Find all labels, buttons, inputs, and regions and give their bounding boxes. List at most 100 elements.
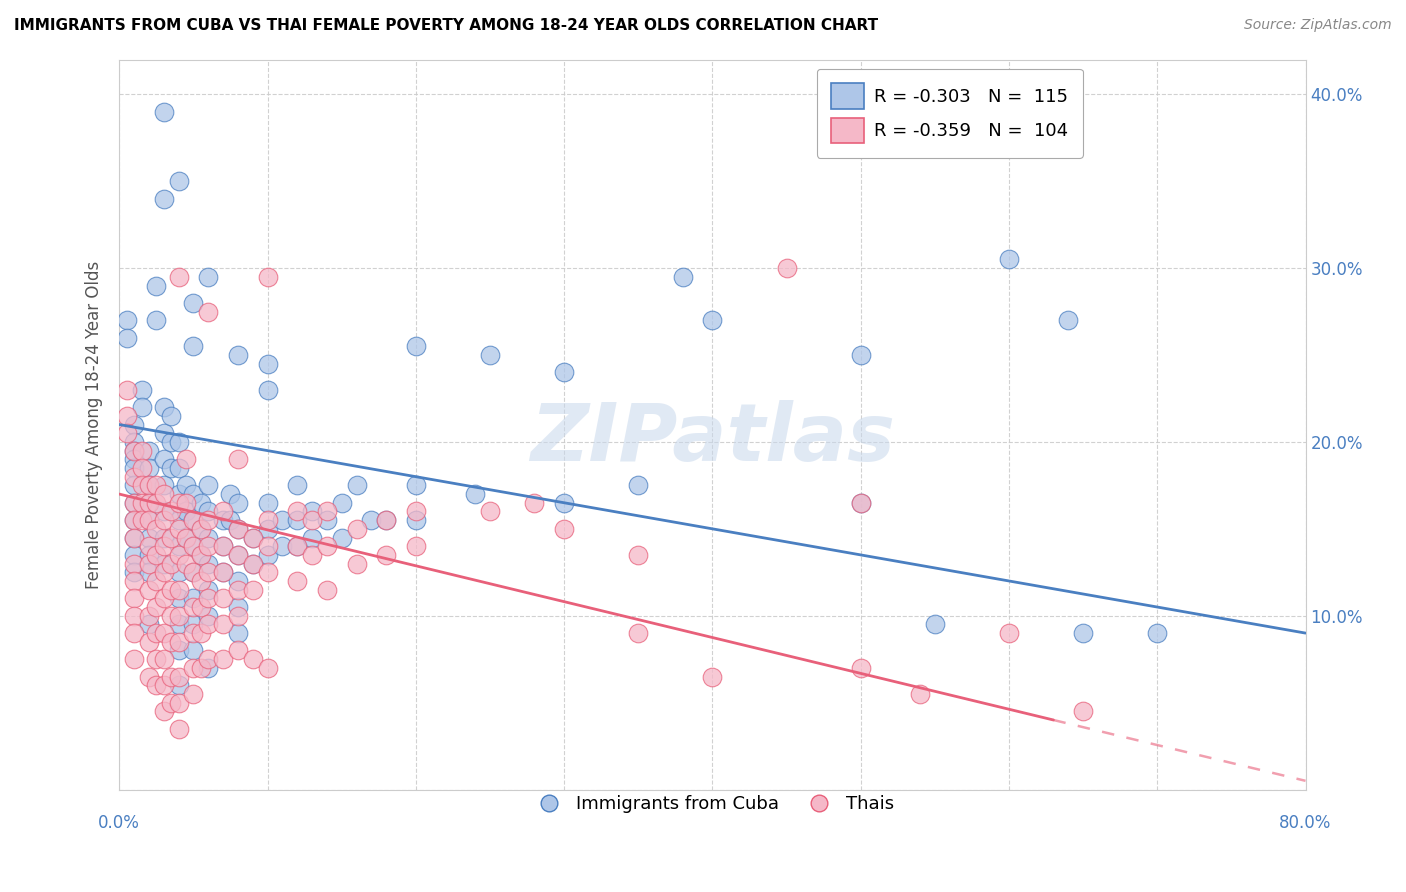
- Point: [197, 539, 219, 553]
- Point: [167, 434, 190, 449]
- Point: [849, 661, 872, 675]
- Point: [197, 557, 219, 571]
- Point: [122, 557, 145, 571]
- Point: [256, 539, 278, 553]
- Point: [553, 496, 575, 510]
- Point: [1057, 313, 1080, 327]
- Point: [226, 582, 249, 597]
- Point: [256, 357, 278, 371]
- Point: [122, 417, 145, 432]
- Point: [219, 513, 242, 527]
- Point: [122, 469, 145, 483]
- Point: [627, 548, 650, 562]
- Point: [145, 522, 167, 536]
- Point: [242, 582, 264, 597]
- Point: [145, 678, 167, 692]
- Point: [212, 504, 235, 518]
- Point: [115, 409, 138, 423]
- Point: [183, 687, 205, 701]
- Point: [702, 669, 724, 683]
- Point: [152, 652, 174, 666]
- Point: [122, 566, 145, 580]
- Point: [212, 617, 235, 632]
- Point: [183, 513, 205, 527]
- Point: [212, 539, 235, 553]
- Point: [145, 313, 167, 327]
- Point: [160, 669, 183, 683]
- Point: [360, 513, 382, 527]
- Point: [167, 461, 190, 475]
- Point: [122, 496, 145, 510]
- Point: [849, 348, 872, 362]
- Point: [183, 513, 205, 527]
- Point: [190, 496, 212, 510]
- Point: [152, 531, 174, 545]
- Point: [131, 400, 153, 414]
- Point: [122, 531, 145, 545]
- Point: [167, 548, 190, 562]
- Point: [405, 513, 427, 527]
- Point: [998, 626, 1021, 640]
- Point: [183, 661, 205, 675]
- Point: [160, 409, 183, 423]
- Point: [138, 557, 160, 571]
- Point: [152, 426, 174, 441]
- Point: [174, 531, 197, 545]
- Point: [167, 669, 190, 683]
- Point: [190, 548, 212, 562]
- Text: ZIPatlas: ZIPatlas: [530, 401, 894, 478]
- Point: [138, 461, 160, 475]
- Point: [197, 566, 219, 580]
- Point: [315, 504, 337, 518]
- Point: [152, 557, 174, 571]
- Point: [122, 513, 145, 527]
- Point: [145, 478, 167, 492]
- Point: [242, 531, 264, 545]
- Point: [226, 348, 249, 362]
- Point: [152, 504, 174, 518]
- Point: [256, 496, 278, 510]
- Point: [138, 539, 160, 553]
- Point: [226, 600, 249, 615]
- Point: [627, 626, 650, 640]
- Point: [212, 539, 235, 553]
- Point: [405, 478, 427, 492]
- Point: [138, 617, 160, 632]
- Point: [256, 566, 278, 580]
- Point: [167, 513, 190, 527]
- Point: [212, 566, 235, 580]
- Point: [138, 531, 160, 545]
- Point: [152, 192, 174, 206]
- Point: [212, 566, 235, 580]
- Point: [405, 504, 427, 518]
- Point: [167, 678, 190, 692]
- Point: [301, 531, 323, 545]
- Point: [167, 608, 190, 623]
- Point: [160, 696, 183, 710]
- Point: [152, 566, 174, 580]
- Point: [167, 722, 190, 736]
- Point: [115, 331, 138, 345]
- Point: [160, 557, 183, 571]
- Point: [849, 496, 872, 510]
- Point: [152, 104, 174, 119]
- Point: [197, 304, 219, 318]
- Point: [197, 617, 219, 632]
- Point: [174, 557, 197, 571]
- Point: [219, 487, 242, 501]
- Point: [212, 513, 235, 527]
- Point: [226, 643, 249, 657]
- Point: [167, 539, 190, 553]
- Point: [197, 652, 219, 666]
- Point: [138, 669, 160, 683]
- Point: [330, 531, 353, 545]
- Point: [167, 591, 190, 606]
- Point: [346, 478, 368, 492]
- Point: [315, 582, 337, 597]
- Point: [197, 582, 219, 597]
- Point: [167, 35, 190, 49]
- Point: [131, 461, 153, 475]
- Point: [226, 574, 249, 588]
- Point: [174, 496, 197, 510]
- Point: [301, 513, 323, 527]
